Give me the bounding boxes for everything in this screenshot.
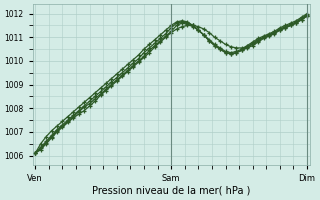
X-axis label: Pression niveau de la mer( hPa ): Pression niveau de la mer( hPa ) (92, 186, 250, 196)
